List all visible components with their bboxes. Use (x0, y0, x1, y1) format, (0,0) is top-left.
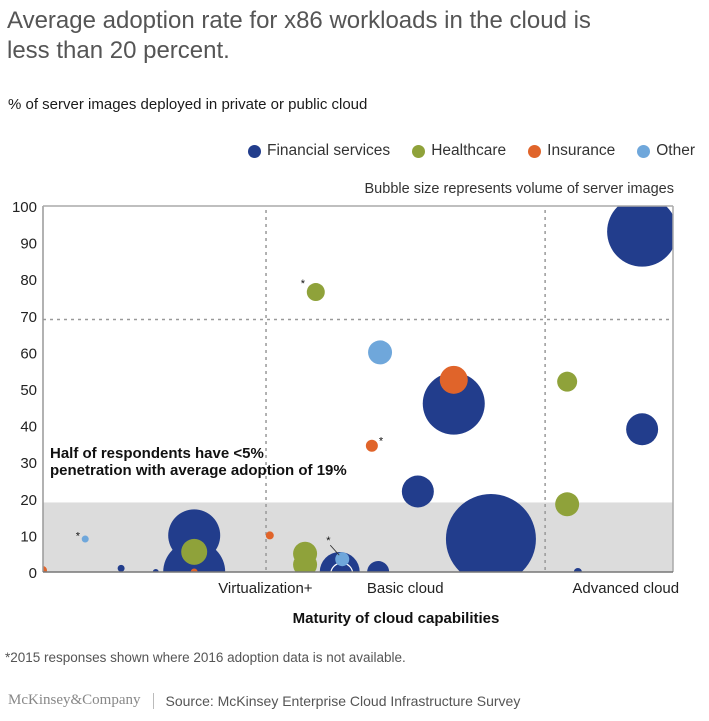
footnote-marker: * (301, 278, 306, 290)
legend-swatch-icon (528, 144, 542, 158)
y-tick-label: 0 (29, 565, 37, 582)
chart-title: Average adoption rate for x86 workloads … (7, 7, 591, 64)
legend-label: Other (656, 142, 695, 159)
shaded-band (43, 502, 673, 572)
y-tick-label: 60 (20, 345, 37, 362)
bubble-other (81, 535, 89, 543)
y-tick-label: 90 (20, 236, 37, 253)
bubble-healthcare (181, 538, 208, 565)
x-category-label: Advanced cloud (572, 580, 679, 597)
chart-subtitle: % of server images deployed in private o… (8, 96, 368, 113)
bubble-insurance (439, 365, 468, 394)
legend-label: Healthcare (431, 142, 507, 159)
x-category-label: Virtualization+ (218, 580, 313, 597)
bubble-financial-services (445, 494, 536, 572)
brand-logo: McKinsey&Company (8, 692, 141, 708)
footnote-leader-line (329, 544, 340, 556)
y-tick-label: 30 (20, 455, 37, 472)
legend-swatch-icon (637, 144, 651, 158)
bubble-healthcare (293, 552, 318, 572)
bubble-insurance (190, 568, 198, 572)
annotation-text-line: Half of respondents have <5% (50, 445, 264, 462)
bubble-other (368, 340, 393, 365)
legend-swatch-icon (248, 144, 261, 158)
bubble-healthcare (557, 371, 578, 392)
legend-item-healthcare: Healthcare (412, 142, 506, 160)
bubble-healthcare (306, 283, 325, 302)
bubble-financial-services (422, 372, 485, 435)
bubble-healthcare (555, 492, 580, 517)
y-tick-label: 100 (12, 199, 37, 216)
x-axis-title: Maturity of cloud capabilities (293, 610, 500, 627)
y-tick-label: 80 (20, 272, 37, 289)
bubble-financial-services (168, 509, 221, 562)
bubble-financial-services (573, 568, 582, 572)
bubble-financial-services (626, 413, 659, 446)
bubble-size-note: Bubble size represents volume of server … (364, 181, 674, 197)
bubble-financial-services (367, 561, 390, 572)
legend-item-insurance: Insurance (528, 142, 615, 160)
y-tick-label: 40 (20, 419, 37, 436)
bubble-insurance (365, 439, 378, 452)
bubble-insurance (43, 566, 47, 572)
y-tick-label: 70 (20, 309, 37, 326)
y-tick-label: 50 (20, 382, 37, 399)
divider (152, 692, 154, 709)
bubble-other (335, 552, 350, 567)
source-row: McKinsey&Company Source: McKinsey Enterp… (8, 692, 520, 709)
x-category-label: Basic cloud (367, 580, 444, 597)
y-tick-label: 20 (20, 492, 37, 509)
footnote-marker: * (379, 436, 384, 448)
bubble-financial-services (117, 564, 125, 572)
legend-label: Insurance (547, 142, 616, 159)
bubble-insurance (265, 531, 274, 540)
y-tick-label: 10 (20, 528, 37, 545)
bubble-financial-services (607, 206, 673, 267)
legend-swatch-icon (412, 144, 426, 158)
annotation-text-line: penetration with average adoption of 19% (50, 462, 347, 479)
legend-item-other: Other (637, 142, 695, 160)
legend-item-financial-services: Financial services (248, 142, 390, 160)
footnote: *2015 responses shown where 2016 adoptio… (5, 650, 406, 665)
source-text: Source: McKinsey Enterprise Cloud Infras… (165, 692, 521, 709)
footnote-marker: * (76, 531, 81, 543)
footnote-marker: * (326, 535, 331, 547)
legend-label: Financial services (267, 142, 391, 159)
bubble-financial-services (401, 475, 434, 508)
legend: Financial services Healthcare Insurance … (248, 142, 695, 160)
